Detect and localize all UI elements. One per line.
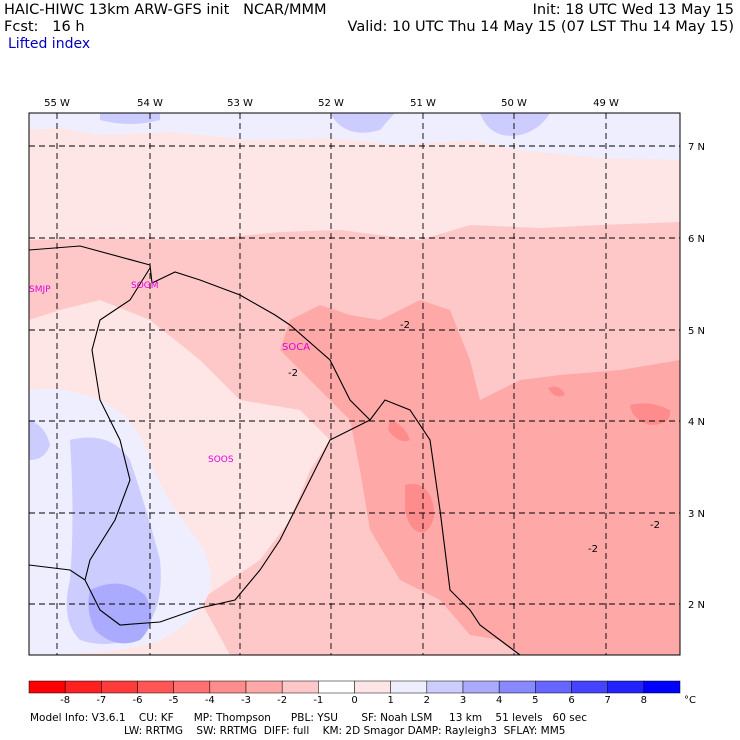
colorbar-swatch [245,680,283,694]
colorbar-tick-label: 3 [460,695,466,706]
graticule [29,113,680,655]
colorbar-tick-label: 1 [387,695,393,706]
colorbar-tick-label: -1 [313,695,323,706]
contour-label: -2 [588,544,598,555]
colorbar-swatch [101,680,138,694]
colorbar-tick-label: 7 [604,695,610,706]
colorbar-swatch [390,680,428,694]
colorbar-tick-label: 4 [496,695,502,706]
colorbar-tick-label: -5 [169,695,179,706]
lon-label: 53 W [227,98,253,109]
latitude-labels: 7 N 6 N 5 N 4 N 3 N 2 N [688,142,705,611]
lon-label: 54 W [137,98,163,109]
contour-label: -2 [650,520,660,531]
colorbar-swatch [462,680,500,694]
colorbar-tick-label: 6 [568,695,574,706]
colorbar-swatch [209,680,247,694]
model-info-line2: LW: RRTMG SW: RRTMG DIFF: full KM: 2D Sm… [124,725,566,737]
lon-label: 50 W [501,98,527,109]
map-border [28,112,681,656]
colorbar-swatch [354,680,391,694]
colorbar-tick-label: 0 [351,695,357,706]
colorbar-swatch [643,680,681,694]
colorbar-swatch [535,680,572,694]
colorbar-tick-label: -6 [133,695,143,706]
shaded-field [29,113,680,655]
colorbar-swatch [607,680,645,694]
field-name: Lifted index [8,36,91,52]
lon-label: 49 W [593,98,619,109]
colorbar-swatch [173,680,211,694]
contour-label: -2 [288,368,298,379]
station-labels: SMJP SOGM SOCA SOOS [29,281,310,465]
colorbar-swatch [498,680,536,694]
valid-time: Valid: 10 UTC Thu 14 May 15 (07 LST Thu … [347,19,734,35]
colorbar-unit: °C [684,695,696,706]
longitude-labels: 55 W 54 W 53 W 52 W 51 W 50 W 49 W [44,98,619,109]
station-label: SOGM [131,281,159,291]
lon-label: 52 W [318,98,344,109]
station-label: SOCA [282,342,310,353]
colorbar-swatch [571,680,608,694]
colorbar-swatch [137,680,174,694]
model-info-line1: Model Info: V3.6.1 CU: KF MP: Thompson P… [30,712,587,724]
colorbar-swatch [64,680,102,694]
lat-label: 4 N [688,417,705,428]
colorbar: -8 -7 -6 -5 -4 -3 -2 -1 0 1 2 3 4 5 6 7 8 °C [28,680,696,706]
colorbar-swatch [28,680,66,694]
lat-label: 2 N [688,600,705,611]
contour-labels: -2 -2 -2 -2 [288,320,660,555]
colorbar-swatch [426,680,464,694]
colorbar-tick-label: -7 [96,695,106,706]
lat-label: 6 N [688,234,705,245]
colorbar-swatch [281,680,319,694]
station-label: SMJP [29,285,51,295]
coastlines [28,245,521,656]
colorbar-swatch [318,680,355,694]
colorbar-tick-label: 8 [641,695,647,706]
colorbar-tick-label: -2 [277,695,287,706]
colorbar-tick-label: -8 [60,695,70,706]
lat-label: 3 N [688,509,705,520]
lon-label: 51 W [410,98,436,109]
colorbar-tick-label: -4 [205,695,215,706]
forecast-hour: Fcst: 16 h [4,19,85,35]
model-title: HAIC-HIWC 13km ARW-GFS init NCAR/MMM [4,2,327,18]
lon-label: 55 W [44,98,70,109]
lat-label: 5 N [688,326,705,337]
lat-label: 7 N [688,142,705,153]
colorbar-tick-label: 2 [424,695,430,706]
init-time: Init: 18 UTC Wed 13 May 15 [532,2,734,18]
station-label: SOOS [208,455,234,465]
colorbar-tick-label: 5 [532,695,538,706]
contour-label: -2 [400,320,410,331]
colorbar-tick-label: -3 [241,695,251,706]
